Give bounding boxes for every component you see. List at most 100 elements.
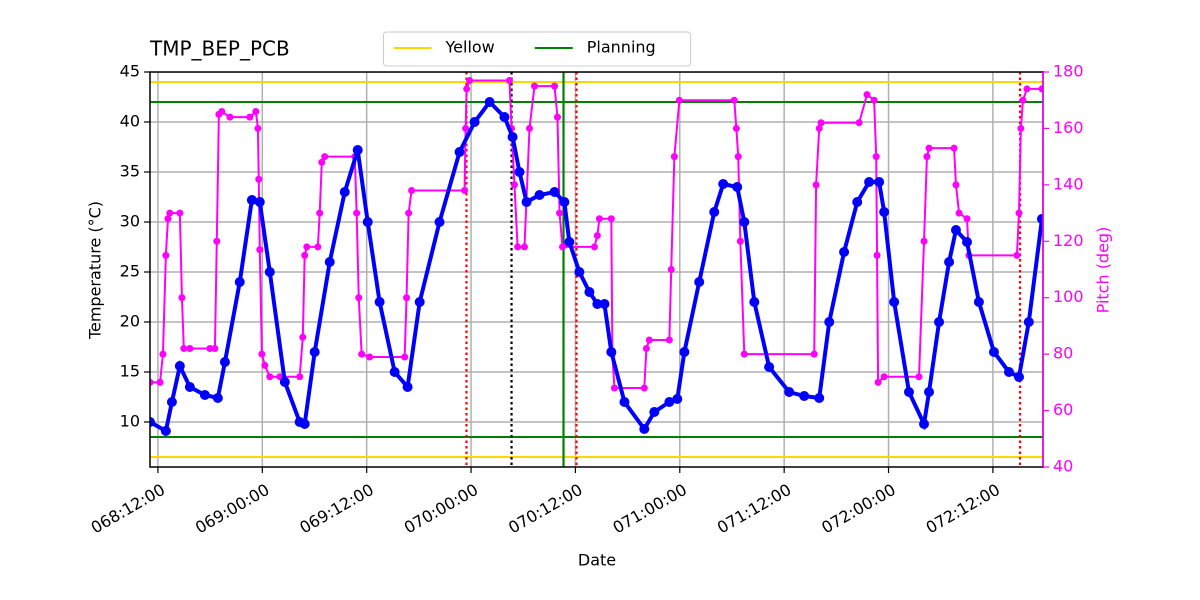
data-point (499, 112, 510, 122)
data-point (301, 251, 309, 259)
data-point (150, 378, 154, 386)
data-point (469, 117, 480, 127)
data-point (521, 197, 532, 207)
data-point (505, 76, 513, 84)
data-point (316, 209, 324, 217)
data-point (1038, 85, 1043, 93)
data-point (919, 419, 930, 429)
x-axis-label: Date (578, 551, 616, 570)
data-point (923, 153, 931, 161)
data-point (1036, 214, 1043, 224)
data-point (855, 119, 863, 127)
y-tick-label: 25 (120, 262, 140, 281)
data-point (463, 85, 471, 93)
data-point (366, 353, 374, 361)
data-point (1019, 96, 1027, 104)
data-point (186, 345, 194, 352)
data-point (889, 297, 900, 307)
data-point (324, 257, 335, 267)
data-point (309, 347, 320, 357)
data-point (642, 345, 650, 352)
y-axis-label: Temperature (°C) (86, 201, 105, 340)
y-tick-label: 40 (120, 112, 140, 131)
y-tick-label: 45 (120, 62, 140, 81)
y-tick-label: 10 (120, 412, 140, 431)
y2-tick-label: 80 (1053, 344, 1073, 363)
data-point (219, 357, 230, 367)
data-point (559, 197, 570, 207)
data-point (852, 197, 863, 207)
data-point (234, 277, 245, 287)
data-point (514, 243, 522, 251)
data-point (261, 361, 269, 369)
data-point (355, 294, 363, 302)
data-point (314, 243, 322, 251)
data-point (256, 246, 264, 254)
data-point (254, 124, 262, 132)
legend-label: Yellow (445, 38, 495, 57)
data-point (973, 297, 984, 307)
chart-title: TMP_BEP_PCB (149, 37, 290, 61)
data-point (924, 387, 935, 397)
data-point (353, 209, 361, 217)
data-point (510, 181, 518, 189)
data-point (606, 347, 617, 357)
data-point (358, 350, 366, 358)
data-point (988, 347, 999, 357)
data-point (150, 417, 155, 427)
data-point (950, 144, 958, 152)
y-tick-label: 30 (120, 212, 140, 231)
data-point (266, 373, 274, 381)
data-point (784, 387, 795, 397)
data-point (389, 367, 400, 377)
data-point (166, 209, 174, 217)
data-point (461, 187, 469, 194)
data-point (462, 124, 470, 132)
data-point (810, 350, 818, 358)
data-point (551, 82, 559, 90)
y2-tick-label: 180 (1053, 62, 1084, 81)
data-point (403, 294, 411, 302)
data-point (514, 167, 525, 177)
data-point (694, 277, 705, 287)
data-point (814, 393, 825, 403)
data-point (824, 317, 835, 327)
data-point (599, 299, 610, 309)
data-point (920, 237, 928, 245)
data-point (484, 97, 495, 107)
data-point (1015, 209, 1023, 217)
data-point (199, 390, 210, 400)
data-point (915, 373, 923, 381)
data-point (812, 181, 820, 189)
y-tick-label: 20 (120, 312, 140, 331)
data-point (408, 187, 416, 194)
data-point (1003, 367, 1014, 377)
data-point (610, 384, 618, 392)
y2-tick-label: 160 (1053, 118, 1084, 137)
data-point (645, 336, 653, 344)
y2-tick-label: 140 (1053, 174, 1084, 193)
data-point (590, 243, 598, 251)
data-point (211, 345, 219, 352)
data-point (670, 153, 678, 161)
data-point (955, 209, 963, 217)
data-point (863, 91, 871, 99)
data-point (299, 419, 310, 429)
data-point (667, 266, 675, 273)
data-point (736, 237, 744, 245)
data-point (799, 391, 810, 401)
data-point (730, 96, 738, 104)
data-point (362, 217, 373, 227)
data-point (584, 287, 595, 297)
data-point (740, 350, 748, 358)
data-point (574, 267, 585, 277)
data-point (246, 113, 254, 121)
data-point (817, 119, 825, 127)
data-point (952, 181, 960, 189)
data-point (880, 373, 888, 381)
data-point (864, 177, 875, 187)
y2-tick-label: 40 (1053, 457, 1073, 476)
data-point (405, 209, 413, 217)
data-point (226, 113, 234, 121)
data-point (206, 345, 214, 352)
